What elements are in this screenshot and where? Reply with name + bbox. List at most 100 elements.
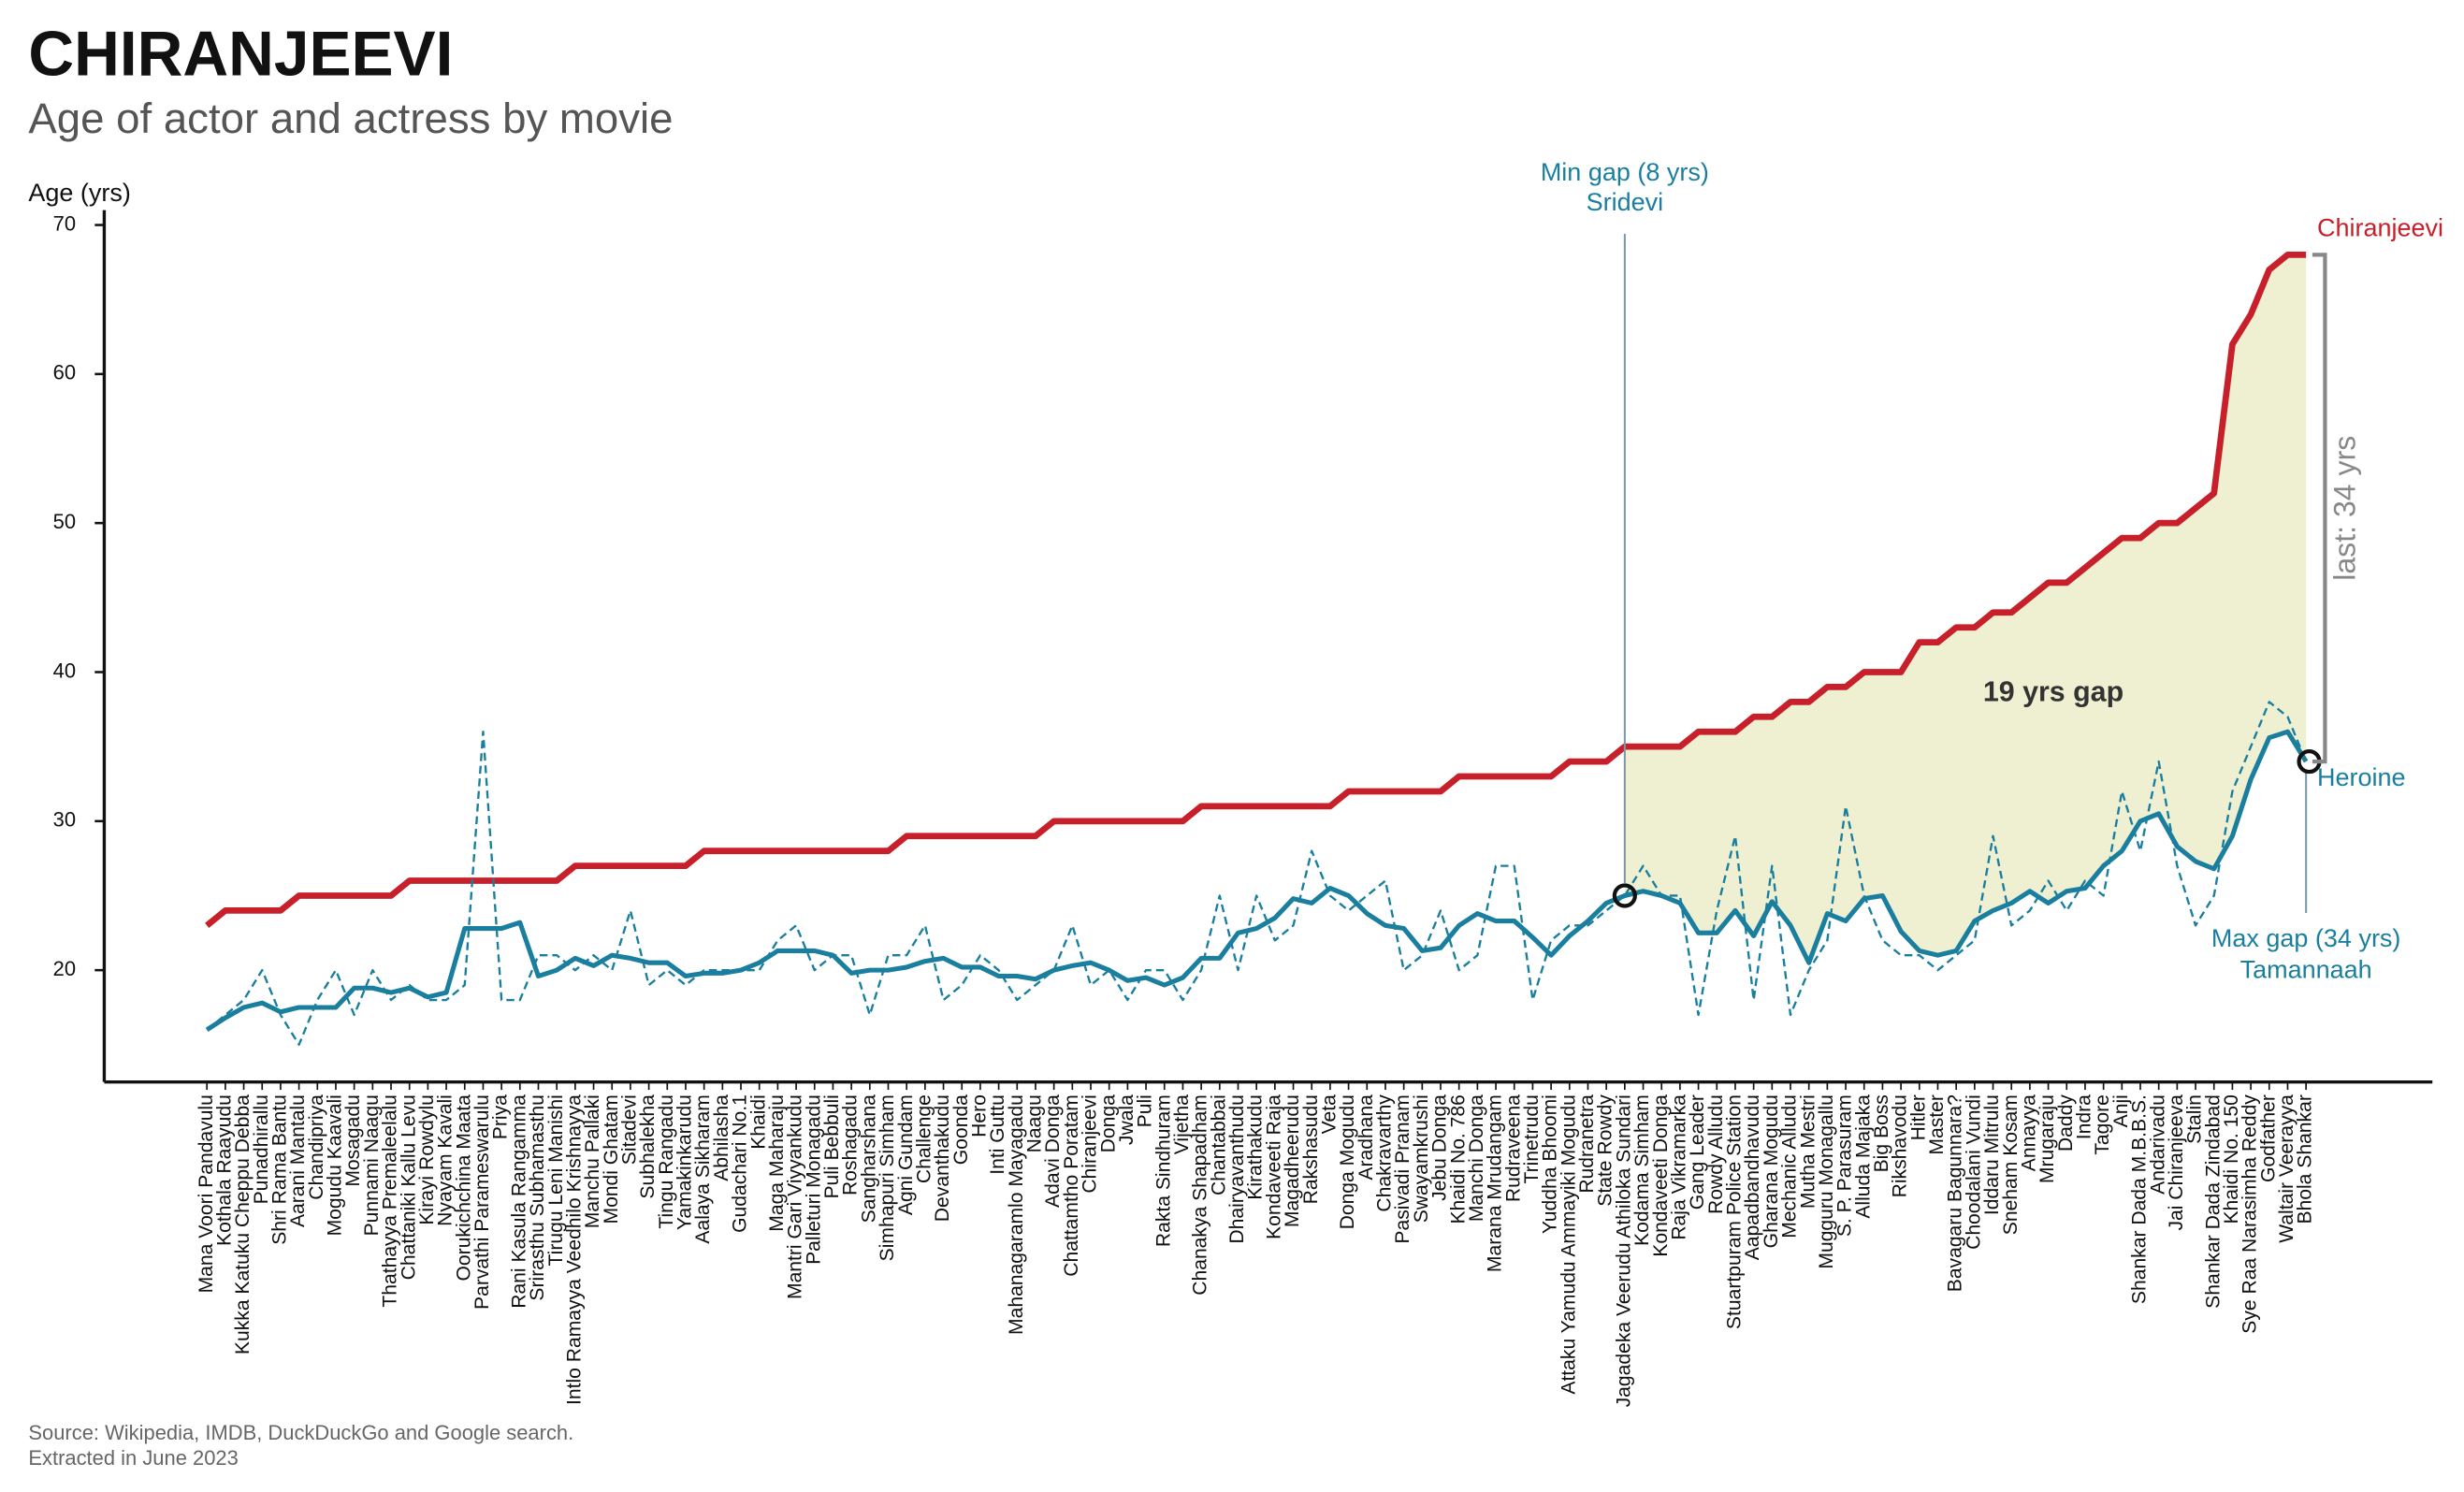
- x-tick-label: Donga: [1097, 1094, 1119, 1152]
- x-tick-label: Shankar Dada Zindabad: [2202, 1094, 2224, 1309]
- x-tick-label: Mutha Mestri: [1797, 1094, 1819, 1209]
- x-tick-label: Kirayi Rowdylu: [416, 1094, 438, 1225]
- x-tick-label: Naagu: [1024, 1094, 1046, 1152]
- y-tick-label: 40: [53, 659, 76, 682]
- x-tick-label: Oorukichchina Maata: [453, 1094, 474, 1282]
- x-tick-label: Simhapuri Simham: [877, 1094, 898, 1261]
- x-tick-label: Chiranjeevi: [1080, 1094, 1101, 1194]
- x-tick-label: Jebu Donga: [1429, 1094, 1451, 1201]
- chart-subtitle: Age of actor and actress by movie: [28, 94, 673, 142]
- x-tick-label: Kukka Katuku Cheppu Debba: [232, 1094, 254, 1354]
- series-line: [205, 252, 2307, 928]
- x-tick-label: Kondaveeti Donga: [1650, 1094, 1672, 1257]
- x-tick-label: S. P. Parasuram: [1834, 1094, 1856, 1237]
- x-tick-label: Pasivadi Pranam: [1392, 1094, 1413, 1243]
- source: Source: Wikipedia, IMDB, DuckDuckGo and …: [28, 1421, 573, 1444]
- x-tick-label: Mondi Ghatam: [601, 1094, 622, 1224]
- y-tick-label: 70: [53, 211, 76, 235]
- y-tick-label: 60: [53, 361, 76, 384]
- gap-area: [1624, 254, 2307, 963]
- x-tick-label: Manchi Donga: [1466, 1094, 1487, 1222]
- x-tick-label: Indra: [2074, 1094, 2095, 1139]
- x-tick-label: Marana Mrudangam: [1485, 1094, 1506, 1272]
- x-tick-label: Khaidi No. 150: [2221, 1094, 2242, 1224]
- x-tick-label: Bhola Shankar: [2295, 1094, 2316, 1224]
- x-tick-label: Thathayya Premaleelalu: [380, 1094, 401, 1307]
- x-tick-label: Waltair Veerayya: [2276, 1094, 2297, 1243]
- x-tick-label: Punadhirallu: [251, 1094, 272, 1204]
- x-tick-label: Shankar Dada M.B.B.S.: [2129, 1094, 2151, 1304]
- y-tick-label: 20: [53, 957, 76, 980]
- x-tick-label: Maga Maharaju: [766, 1094, 788, 1232]
- x-tick-label: Mana Voori Pandavulu: [196, 1094, 217, 1293]
- x-tick-label: Aarani Mantalu: [287, 1094, 309, 1227]
- x-tick-label: Rudraveena: [1502, 1094, 1524, 1202]
- x-tick-label: Roshagadu: [840, 1094, 862, 1195]
- x-tick-label: Magadheerudu: [1282, 1094, 1303, 1227]
- x-tick-label: Hero: [968, 1094, 990, 1137]
- x-tick-label: Veta: [1318, 1094, 1340, 1134]
- x-tick-label: Yamakinkarudu: [674, 1094, 696, 1230]
- last-gap-bracket: [2312, 253, 2327, 764]
- y-tick-label: 50: [53, 510, 76, 533]
- x-tick-label: Sye Raa Narasimha Reddy: [2239, 1094, 2261, 1334]
- x-tick-label: Mrugaraju: [2036, 1094, 2058, 1183]
- x-tick-label: Kondaveeti Raja: [1263, 1094, 1284, 1239]
- x-tick-label: Tirugu Leni Manishi: [545, 1094, 567, 1266]
- x-tick-label: Gharana Mogudu: [1761, 1094, 1782, 1248]
- x-tick-label: Daddy: [2055, 1094, 2077, 1152]
- x-tick-label: Sangharshana: [858, 1094, 879, 1223]
- x-tick-label: Dhairyavanthudu: [1226, 1094, 1248, 1243]
- x-tick-label: Aalaya Sikharam: [692, 1094, 714, 1243]
- x-tick-label: Jai Chiranjeeva: [2166, 1094, 2187, 1231]
- x-tick-label: Rikshavodu: [1890, 1094, 1911, 1197]
- x-tick-label: Shri Rama Bantu: [269, 1094, 291, 1245]
- x-tick-label: Kodama Simham: [1631, 1094, 1653, 1246]
- x-tick-label: Sneham Kosam: [2000, 1094, 2022, 1235]
- x-tick-label: Godfather: [2257, 1094, 2279, 1182]
- min-gap-label: Min gap (8 yrs): [1541, 158, 1709, 186]
- x-tick-label: Manchu Pallaki: [582, 1094, 603, 1228]
- x-tick-label: Nyayam Kavali: [435, 1094, 457, 1226]
- gap-label: 19 yrs gap: [1983, 675, 2123, 707]
- x-tick-label: Bavagaru Bagunnara?: [1945, 1094, 1966, 1292]
- series-line: [206, 701, 2308, 1046]
- x-tick-label: Mugguru Monagallu: [1816, 1094, 1837, 1268]
- series-line: [205, 729, 2309, 1032]
- x-tick-label: Jwala: [1116, 1094, 1138, 1145]
- x-tick-label: Khaidi: [747, 1094, 769, 1150]
- x-tick-label: Rudranetra: [1576, 1094, 1598, 1194]
- x-tick-label: Aapadbandhavudu: [1742, 1094, 1763, 1260]
- x-tick-label: Jagadeka Veerudu Athiloka Sundari: [1613, 1094, 1634, 1407]
- x-tick-label: Raja Vikramarka: [1668, 1094, 1689, 1240]
- x-tick-label: Kothala Raayudu: [213, 1094, 235, 1246]
- x-tick-label: Rani Kasula Rangamma: [508, 1094, 529, 1309]
- x-tick-label: Chandipriya: [306, 1094, 327, 1200]
- x-tick-label: Intlo Ramayya Veedhilo Krishnayya: [563, 1094, 585, 1405]
- x-tick-label: Devanthakudu: [932, 1094, 953, 1222]
- min-gap-label: Sridevi: [1587, 188, 1664, 216]
- x-tick-label: Puli: [1135, 1094, 1156, 1127]
- x-tick-label: Abhilasha: [711, 1094, 732, 1181]
- x-tick-label: Chantabbai: [1208, 1094, 1229, 1195]
- last-gap-label: last: 34 yrs: [2328, 436, 2362, 581]
- x-tick-label: Stalin: [2184, 1094, 2206, 1144]
- x-tick-label: Big Boss: [1871, 1094, 1892, 1172]
- x-tick-label: Sitadevi: [618, 1094, 640, 1165]
- max-gap-label: Tamannaah: [2240, 956, 2372, 984]
- x-tick-label: Stuartpuram Police Station: [1724, 1094, 1746, 1329]
- x-tick-label: Trinetrudu: [1521, 1094, 1543, 1183]
- series-end-label: Heroine: [2317, 763, 2406, 791]
- chart-title: CHIRANJEEVI: [28, 19, 453, 89]
- x-tick-label: Goonda: [950, 1094, 972, 1165]
- x-tick-label: Subhalekha: [637, 1094, 659, 1199]
- x-tick-label: Srirasthu Subhamasthu: [527, 1094, 548, 1300]
- y-axis-label: Age (yrs): [28, 179, 131, 207]
- x-tick-label: Inti Guttu: [987, 1094, 1008, 1175]
- x-tick-label: Donga Mogudu: [1337, 1094, 1358, 1229]
- min-gap-marker: [1612, 883, 1637, 908]
- x-tick-label: Mahanagaramlo Mayagadu: [1006, 1094, 1027, 1335]
- x-tick-label: Priya: [490, 1094, 512, 1139]
- x-tick-label: Mantri Gari Viyyankudu: [785, 1094, 806, 1299]
